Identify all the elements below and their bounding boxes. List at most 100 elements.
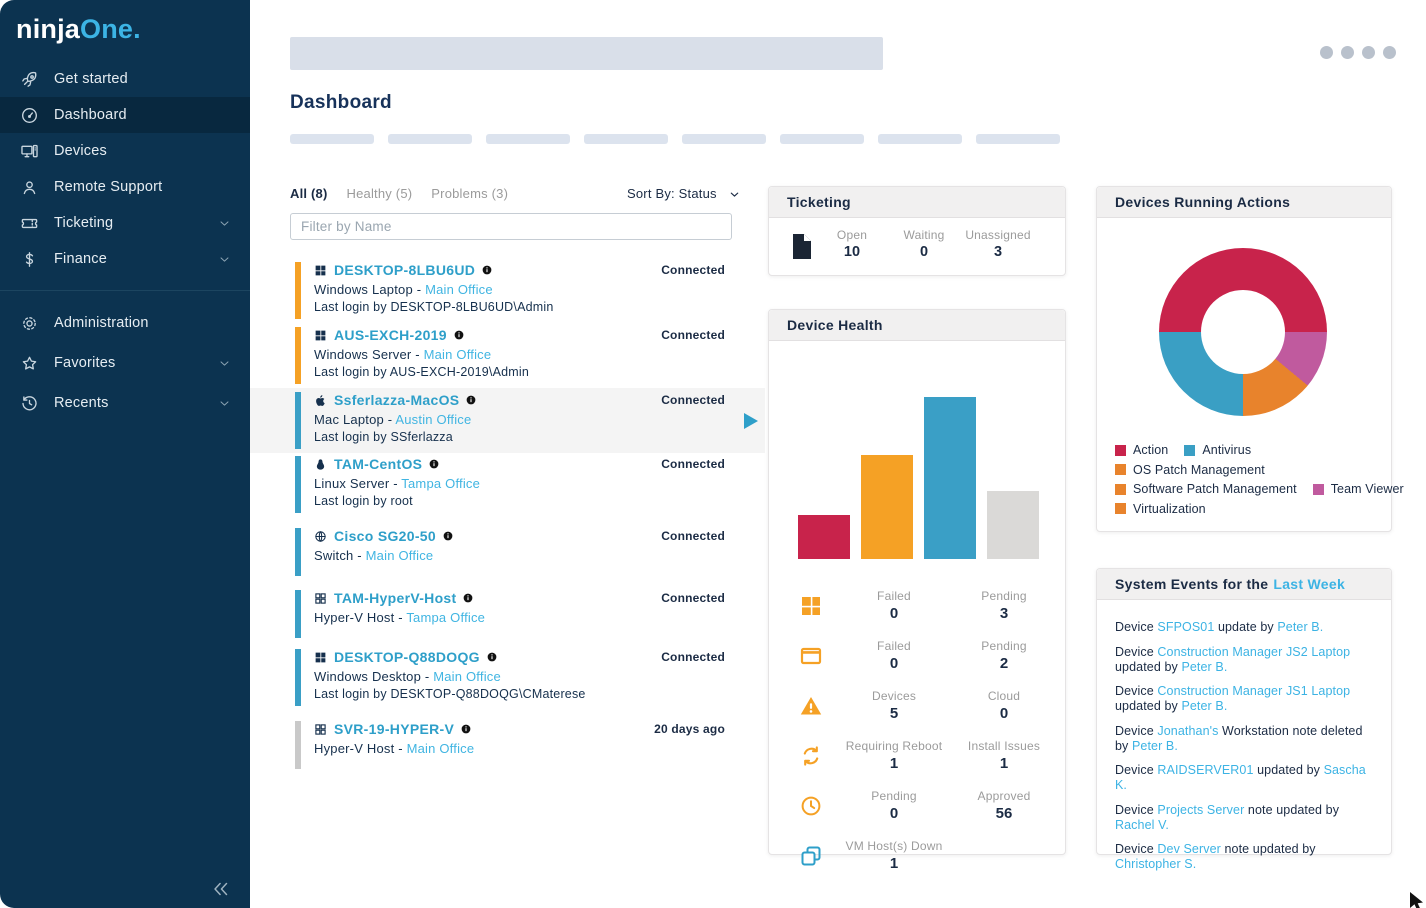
event-link[interactable]: Peter B. <box>1131 738 1178 753</box>
device-name-link[interactable]: DESKTOP-Q88DOQG <box>334 649 480 665</box>
tab-all-8[interactable]: All (8) <box>290 186 328 201</box>
legend-item-os-patch-management: OS Patch Management <box>1115 463 1265 477</box>
office-link[interactable]: Main Office <box>365 548 434 563</box>
sidebar-item-get-started[interactable]: Get started <box>0 61 250 97</box>
filter-input[interactable] <box>290 213 732 240</box>
stat-value: 1 <box>889 755 899 772</box>
system-event: Device Projects Server note updated by R… <box>1115 803 1373 833</box>
sidebar-item-ticketing[interactable]: Ticketing <box>0 205 250 241</box>
sidebar-item-finance[interactable]: Finance <box>0 241 250 277</box>
sidebar-item-dashboard[interactable]: Dashboard <box>0 97 250 133</box>
play-button[interactable] <box>744 413 758 429</box>
health-bar <box>798 515 850 559</box>
event-link[interactable]: Rachel V. <box>1115 817 1169 832</box>
legend-label: Virtualization <box>1133 501 1206 516</box>
device-connection-status: Connected <box>661 457 725 471</box>
device-info-badge-icon[interactable] <box>461 724 471 734</box>
health-stat-pending: Pending 2 <box>939 639 1069 672</box>
last-week-link[interactable]: Last Week <box>1273 576 1346 592</box>
device-name-link[interactable]: Ssferlazza-MacOS <box>334 392 460 408</box>
app-window-icon <box>799 644 823 668</box>
event-link[interactable]: Sascha K. <box>1115 763 1366 792</box>
sidebar-item-recents[interactable]: Recents <box>0 383 250 423</box>
device-health-panel-title: Device Health <box>769 310 1065 341</box>
device-name-link[interactable]: DESKTOP-8LBU6UD <box>334 262 476 278</box>
office-link[interactable]: Austin Office <box>395 412 472 427</box>
event-link[interactable]: Construction Manager JS1 Laptop <box>1157 684 1351 698</box>
ticketing-panel: Ticketing Open 10 Waiting 0 Unassigned 3 <box>768 186 1066 276</box>
event-link[interactable]: Construction Manager JS2 Laptop <box>1157 644 1351 659</box>
event-link[interactable]: Peter B. <box>1181 699 1228 713</box>
health-bar <box>861 455 913 559</box>
device-row[interactable]: DESKTOP-Q88DOQG Windows Desktop - Main Of… <box>295 649 765 706</box>
stat-value: 2 <box>999 655 1009 672</box>
device-row[interactable]: DESKTOP-8LBU6UD Windows Laptop - Main Off… <box>295 262 765 319</box>
event-link[interactable]: Projects Server <box>1157 802 1245 817</box>
device-row[interactable]: Cisco SG20-50 Switch - Main Office Connect… <box>295 528 765 576</box>
event-link[interactable]: Christopher S. <box>1115 857 1197 871</box>
device-last-login: Last login by root <box>314 494 413 508</box>
event-link[interactable]: Dev Server <box>1157 842 1221 856</box>
office-link[interactable]: Tampa Office <box>401 476 481 491</box>
device-row[interactable]: SVR-19-HYPER-V Hyper-V Host - Main Office… <box>295 721 765 769</box>
os-windows-icon <box>314 651 327 664</box>
device-row[interactable]: TAM-HyperV-Host Hyper-V Host - Tampa Offi… <box>295 590 765 638</box>
tab-problems-3[interactable]: Problems (3) <box>431 186 509 201</box>
device-last-login: Last login by SSferlazza <box>314 430 453 444</box>
event-link[interactable]: RAIDSERVER01 <box>1157 763 1254 777</box>
os-grid-icon <box>314 592 327 605</box>
history-icon <box>20 394 39 413</box>
device-name-link[interactable]: TAM-HyperV-Host <box>334 590 457 606</box>
tab-healthy-5[interactable]: Healthy (5) <box>346 186 413 201</box>
device-row[interactable]: AUS-EXCH-2019 Windows Server - Main Offic… <box>295 327 765 384</box>
device-last-login: Last login by DESKTOP-8LBU6UD\Admin <box>314 300 554 314</box>
device-name-link[interactable]: TAM-CentOS <box>334 456 423 472</box>
event-text: updated by <box>1253 763 1324 777</box>
chevron-down-icon <box>729 188 740 199</box>
sidebar-item-label: Remote Support <box>54 179 163 195</box>
office-link[interactable]: Tampa Office <box>406 610 486 625</box>
device-name-link[interactable]: AUS-EXCH-2019 <box>334 327 447 343</box>
event-link[interactable]: Jonathan's <box>1157 723 1219 738</box>
event-link[interactable]: SFPOS01 <box>1157 620 1215 634</box>
device-name-link[interactable]: SVR-19-HYPER-V <box>334 721 455 737</box>
sidebar-item-label: Devices <box>54 143 107 159</box>
sidebar-collapse-button[interactable] <box>210 878 232 900</box>
event-text: Device <box>1115 620 1158 634</box>
sidebar-item-administration[interactable]: Administration <box>0 303 250 343</box>
office-link[interactable]: Main Office <box>423 347 492 362</box>
legend-swatch <box>1312 483 1324 495</box>
device-health-panel: Device Health Failed 0 Pending 3 Failed 0 Pend… <box>768 309 1069 872</box>
sort-by-dropdown[interactable]: Sort By: Status <box>627 186 740 201</box>
event-link[interactable]: Peter B. <box>1277 620 1324 634</box>
sidebar-item-label: Favorites <box>54 355 116 371</box>
device-type: Hyper-V Host - <box>314 741 407 756</box>
office-link[interactable]: Main Office <box>433 669 501 684</box>
health-stat-approved: Approved 56 <box>939 789 1069 822</box>
sidebar-item-remote-support[interactable]: Remote Support <box>0 169 250 205</box>
device-info-badge-icon[interactable] <box>466 395 476 405</box>
stat-value: 0 <box>999 705 1009 722</box>
device-info-badge-icon[interactable] <box>454 330 464 340</box>
device-health-bar-chart <box>769 341 1065 559</box>
device-info-badge-icon[interactable] <box>429 459 439 469</box>
device-info-badge-icon[interactable] <box>487 652 497 662</box>
office-link[interactable]: Main Office <box>406 741 475 756</box>
health-stat-requiring-reboot: Requiring Reboot 1 <box>829 739 959 772</box>
health-stat-install-issues: Install Issues 1 <box>939 739 1069 772</box>
office-link[interactable]: Main Office <box>425 282 493 297</box>
device-row[interactable]: Ssferlazza-MacOS Mac Laptop - Austin Offi… <box>295 392 765 449</box>
device-row[interactable]: TAM-CentOS Linux Server - Tampa Office Las… <box>295 456 765 513</box>
chevron-down-icon <box>218 357 231 370</box>
device-info-badge-icon[interactable] <box>482 265 492 275</box>
device-info-badge-icon[interactable] <box>463 593 473 603</box>
event-link[interactable]: Peter B. <box>1181 659 1228 674</box>
sidebar-item-favorites[interactable]: Favorites <box>0 343 250 383</box>
stat-label: Pending <box>981 639 1027 653</box>
device-subtitle: Windows Server - Main Office <box>314 347 765 362</box>
sidebar-item-devices[interactable]: Devices <box>0 133 250 169</box>
device-info-badge-icon[interactable] <box>443 531 453 541</box>
device-name-link[interactable]: Cisco SG20-50 <box>334 528 436 544</box>
search-bar-placeholder[interactable] <box>290 37 883 70</box>
device-connection-status: Connected <box>661 529 725 543</box>
